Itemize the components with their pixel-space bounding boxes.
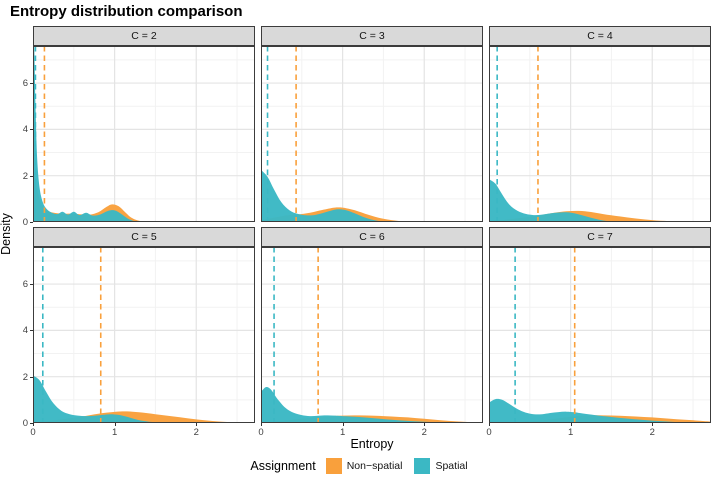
y-tick-label: 4 (22, 325, 28, 337)
x-tick-mark (652, 423, 654, 426)
x-tick-label: 2 (193, 427, 199, 438)
chart-title: Entropy distribution comparison (10, 3, 243, 20)
facet-panel (261, 247, 483, 423)
density-area-spatial (33, 375, 168, 423)
panel-border (489, 46, 711, 222)
panel-border (33, 46, 255, 222)
x-tick-mark (33, 423, 34, 426)
facet-strip: C = 7 (489, 227, 711, 247)
facet-panel (261, 46, 483, 222)
legend-label-non_spatial: Non−spatial (346, 460, 403, 472)
y-tick-mark (30, 330, 33, 332)
facet-panel (33, 46, 255, 222)
y-tick-label: 6 (22, 279, 28, 291)
x-tick-label: 0 (30, 427, 36, 438)
panel-border (261, 247, 483, 423)
x-tick-mark (424, 423, 426, 426)
density-area-spatial (489, 398, 706, 423)
facet-strip: C = 6 (261, 227, 483, 247)
facet-strip: C = 4 (489, 26, 711, 46)
y-tick-label: 6 (22, 78, 28, 90)
y-tick-mark (30, 129, 33, 131)
legend-swatch-non_spatial (325, 458, 342, 474)
panel-border (261, 46, 483, 222)
facet-strip: C = 5 (33, 227, 255, 247)
legend-title: Assignment (250, 459, 316, 473)
x-tick-mark (489, 423, 490, 426)
legend-swatch-spatial (414, 458, 431, 474)
x-tick-mark (261, 423, 262, 426)
legend-items: Non−spatial Spatial (325, 458, 468, 474)
y-tick-label: 0 (22, 418, 28, 429)
y-tick-mark (30, 376, 33, 378)
legend-item-non_spatial: Non−spatial (325, 458, 403, 474)
x-axis-label: Entropy (350, 437, 394, 451)
x-tick-mark (342, 423, 344, 426)
facet-panel (489, 46, 711, 222)
x-tick-label: 0 (258, 427, 264, 438)
x-tick-label: 2 (421, 427, 427, 438)
x-tick-label: 1 (339, 427, 346, 438)
panel-border (489, 247, 711, 423)
y-tick-mark (30, 423, 33, 424)
density-area-spatial (33, 46, 141, 222)
x-tick-label: 1 (111, 427, 118, 438)
density-area-spatial (261, 169, 388, 222)
x-tick-mark (196, 423, 198, 426)
y-axis-label: Density (0, 213, 13, 255)
y-tick-label: 0 (22, 217, 28, 228)
facet-strip: C = 3 (261, 26, 483, 46)
density-area-spatial (261, 386, 457, 423)
y-tick-label: 2 (22, 170, 28, 182)
x-tick-label: 1 (567, 427, 574, 438)
facet-panel (489, 247, 711, 423)
y-tick-mark (30, 175, 33, 177)
x-tick-label: 0 (486, 427, 492, 438)
y-tick-label: 4 (22, 124, 28, 136)
facet-panel (33, 247, 255, 423)
density-area-spatial (489, 179, 624, 222)
panel-border (33, 247, 255, 423)
legend-label-spatial: Spatial (435, 460, 468, 472)
x-tick-mark (114, 423, 116, 426)
y-tick-mark (30, 83, 33, 85)
legend: Assignment Non−spatial Spatial (0, 458, 718, 474)
y-tick-label: 2 (22, 371, 28, 383)
facet-strip: C = 2 (33, 26, 255, 46)
y-tick-mark (30, 222, 33, 223)
x-tick-label: 2 (649, 427, 655, 438)
legend-item-spatial: Spatial (414, 458, 468, 474)
x-tick-mark (570, 423, 572, 426)
y-tick-mark (30, 284, 33, 286)
